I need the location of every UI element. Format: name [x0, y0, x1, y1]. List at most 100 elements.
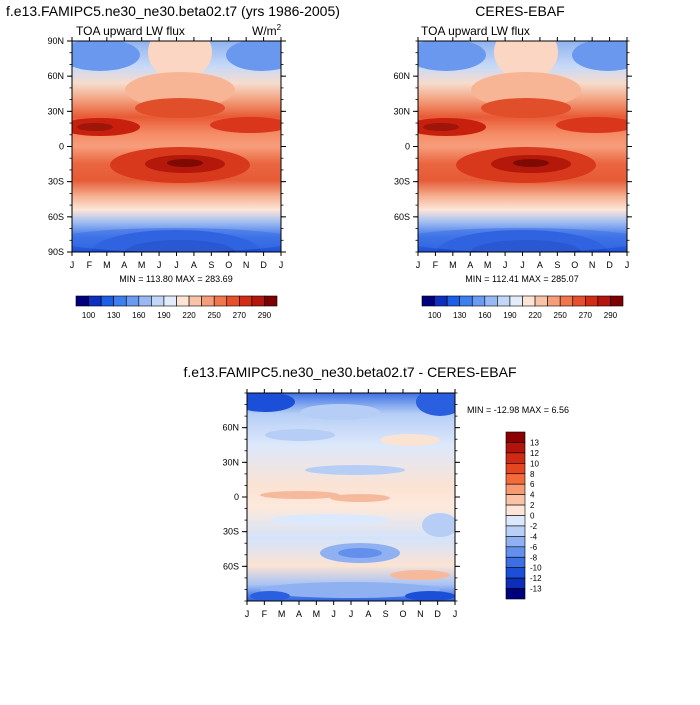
panel-diff-colorbar-swatch	[505, 463, 526, 475]
panel-model-colorbar-label: 100	[82, 311, 96, 320]
panel-obs-y-tick-label: 60S	[394, 212, 410, 222]
panel-diff-colorbar-label: 6	[530, 480, 535, 489]
panel-diff-colorbar-swatch	[505, 483, 526, 495]
panel-obs-stats: MIN = 112.41 MAX = 285.07	[465, 274, 578, 284]
panel-model-x-tick-label: A	[191, 260, 197, 270]
panel-model: f.e13.FAMIPC5.ne30_ne30.beta02.t7 (yrs 1…	[6, 3, 340, 320]
panel-obs-colorbar-label: 270	[579, 311, 593, 320]
panel-diff-colorbar-label: -10	[530, 564, 542, 573]
panel-model-x-tick-label: M	[138, 260, 146, 270]
panel-diff-x-tick-label: S	[383, 609, 389, 619]
panel-diff-y-tick-label: 60S	[223, 561, 239, 571]
panel-obs-y-ticks: 60N 30N 0 30S 60S	[393, 40, 632, 253]
panel-diff-colorbar-swatch	[505, 567, 526, 579]
panel-model-colorbar-swatch	[151, 295, 165, 307]
panel-obs-field	[418, 41, 627, 252]
panel-model-x-tick-label: J	[174, 260, 179, 270]
panel-diff-colorbar-swatch	[505, 556, 526, 568]
panel-model-colorbar-swatch	[163, 295, 177, 307]
panel-model-x-tick-label: J	[279, 260, 284, 270]
panel-obs-colorbar-swatch	[585, 295, 599, 307]
panel-diff-y-ticks: 60N 30N 0 30S 60S	[222, 392, 460, 602]
panel-model-y-tick-label: 30N	[47, 106, 64, 116]
panel-obs-x-tick-label: A	[467, 260, 473, 270]
panel-obs-colorbar-swatch	[610, 295, 624, 307]
panel-diff-x-tick-label: A	[296, 609, 302, 619]
panel-obs-colorbar-swatch	[522, 295, 536, 307]
panel-model-colorbar-swatch	[213, 295, 228, 307]
panel-diff-y-tick-label: 30N	[222, 457, 239, 467]
panel-model-colorbar-swatch	[113, 295, 127, 307]
panel-diff-colorbar-label: 8	[530, 470, 535, 479]
panel-model-colorbar-label: 290	[258, 311, 272, 320]
panel-model-colorbar-swatch	[239, 295, 253, 307]
panel-diff-colorbar-swatch	[505, 577, 526, 589]
panel-obs-x-tick-label: N	[589, 260, 596, 270]
panel-diff-colorbar-label: -2	[530, 522, 538, 531]
panel-diff-x-tick-label: J	[245, 609, 250, 619]
panel-obs-variable-label: TOA upward LW flux	[421, 24, 530, 38]
panel-model-colorbar-swatch	[188, 295, 202, 307]
panel-obs-x-tick-label: J	[503, 260, 508, 270]
panel-obs-colorbar-label: 130	[453, 311, 467, 320]
panel-obs-colorbar-label: 290	[604, 311, 618, 320]
panel-obs-y-tick-label: 30N	[393, 106, 410, 116]
panel-model-colorbar-label: 250	[208, 311, 222, 320]
panel-diff-colorbar-label: -8	[530, 553, 538, 562]
panel-model-stats: MIN = 113.80 MAX = 283.69	[119, 274, 232, 284]
panel-model-colorbar-label: 270	[233, 311, 247, 320]
panel-model-colorbar-swatch	[75, 295, 89, 307]
panel-model-colorbar-swatch	[264, 295, 278, 307]
panel-obs-colorbar-swatch	[509, 295, 523, 307]
panel-diff-x-tick-label: J	[453, 609, 458, 619]
panel-obs-x-tick-label: J	[416, 260, 421, 270]
panel-diff-x-tick-label: M	[313, 609, 321, 619]
panel-obs-colorbar-swatch	[421, 295, 435, 307]
panel-obs-colorbar-swatch	[484, 295, 498, 307]
panel-obs-y-tick-label: 0	[405, 142, 410, 152]
panel-diff-x-tick-label: D	[434, 609, 441, 619]
panel-obs-colorbar-swatch	[534, 295, 548, 307]
panel-diff-field	[247, 393, 455, 601]
panel-obs-x-tick-label: J	[625, 260, 630, 270]
panel-diff-y-tick-label: 0	[234, 492, 239, 502]
panel-obs-colorbar-label: 190	[503, 311, 517, 320]
panel-obs-x-tick-label: M	[449, 260, 457, 270]
panel-model-x-tick-label: J	[157, 260, 162, 270]
panel-obs-colorbar-swatch	[497, 295, 511, 307]
panel-obs-x-tick-label: M	[484, 260, 492, 270]
panel-diff-colorbar-label: 2	[530, 501, 535, 510]
panel-diff-colorbar-swatch	[505, 536, 526, 548]
panel-model-x-tick-label: F	[87, 260, 93, 270]
panel-diff-stats: MIN = -12.98 MAX = 6.56	[467, 405, 569, 415]
panel-model-y-tick-label: 30S	[48, 177, 64, 187]
panel-diff-colorbar-label: -13	[530, 585, 542, 594]
panel-obs-x-tick-label: J	[520, 260, 525, 270]
panel-model-colorbar-swatch	[251, 295, 265, 307]
panel-obs-colorbar-swatch	[471, 295, 486, 307]
panel-obs-colorbar-swatch	[434, 295, 448, 307]
panel-diff-x-tick-label: F	[262, 609, 268, 619]
panel-diff-x-tick-label: J	[331, 609, 336, 619]
panel-model-y-tick-label: 0	[59, 142, 64, 152]
panel-model-y-tick-label: 90N	[47, 36, 64, 46]
panel-model-x-tick-label: N	[243, 260, 250, 270]
panel-model-title: f.e13.FAMIPC5.ne30_ne30.beta02.t7 (yrs 1…	[6, 3, 340, 19]
panel-model-x-tick-label: J	[70, 260, 75, 270]
panel-obs-colorbar-label: 220	[528, 311, 542, 320]
panel-model-y-tick-label: 60N	[47, 71, 64, 81]
panel-model-colorbar-swatch	[88, 295, 102, 307]
panel-diff-y-tick-label: 30S	[223, 527, 239, 537]
panel-diff-colorbar-label: 12	[530, 449, 539, 458]
panel-obs-x-tick-label: D	[606, 260, 613, 270]
panel-model-x-tick-label: S	[208, 260, 214, 270]
panel-obs-x-tick-label: S	[554, 260, 560, 270]
panel-diff-colorbar-label: 0	[530, 512, 535, 521]
panel-diff-x-tick-label: A	[365, 609, 371, 619]
panel-model-colorbar-label: 220	[182, 311, 196, 320]
panel-model-colorbar-label: 190	[157, 311, 171, 320]
panel-diff-colorbar-label: 4	[530, 491, 535, 500]
panel-diff-colorbar-swatch	[505, 452, 526, 464]
panel-model-colorbar-swatch	[138, 295, 152, 307]
